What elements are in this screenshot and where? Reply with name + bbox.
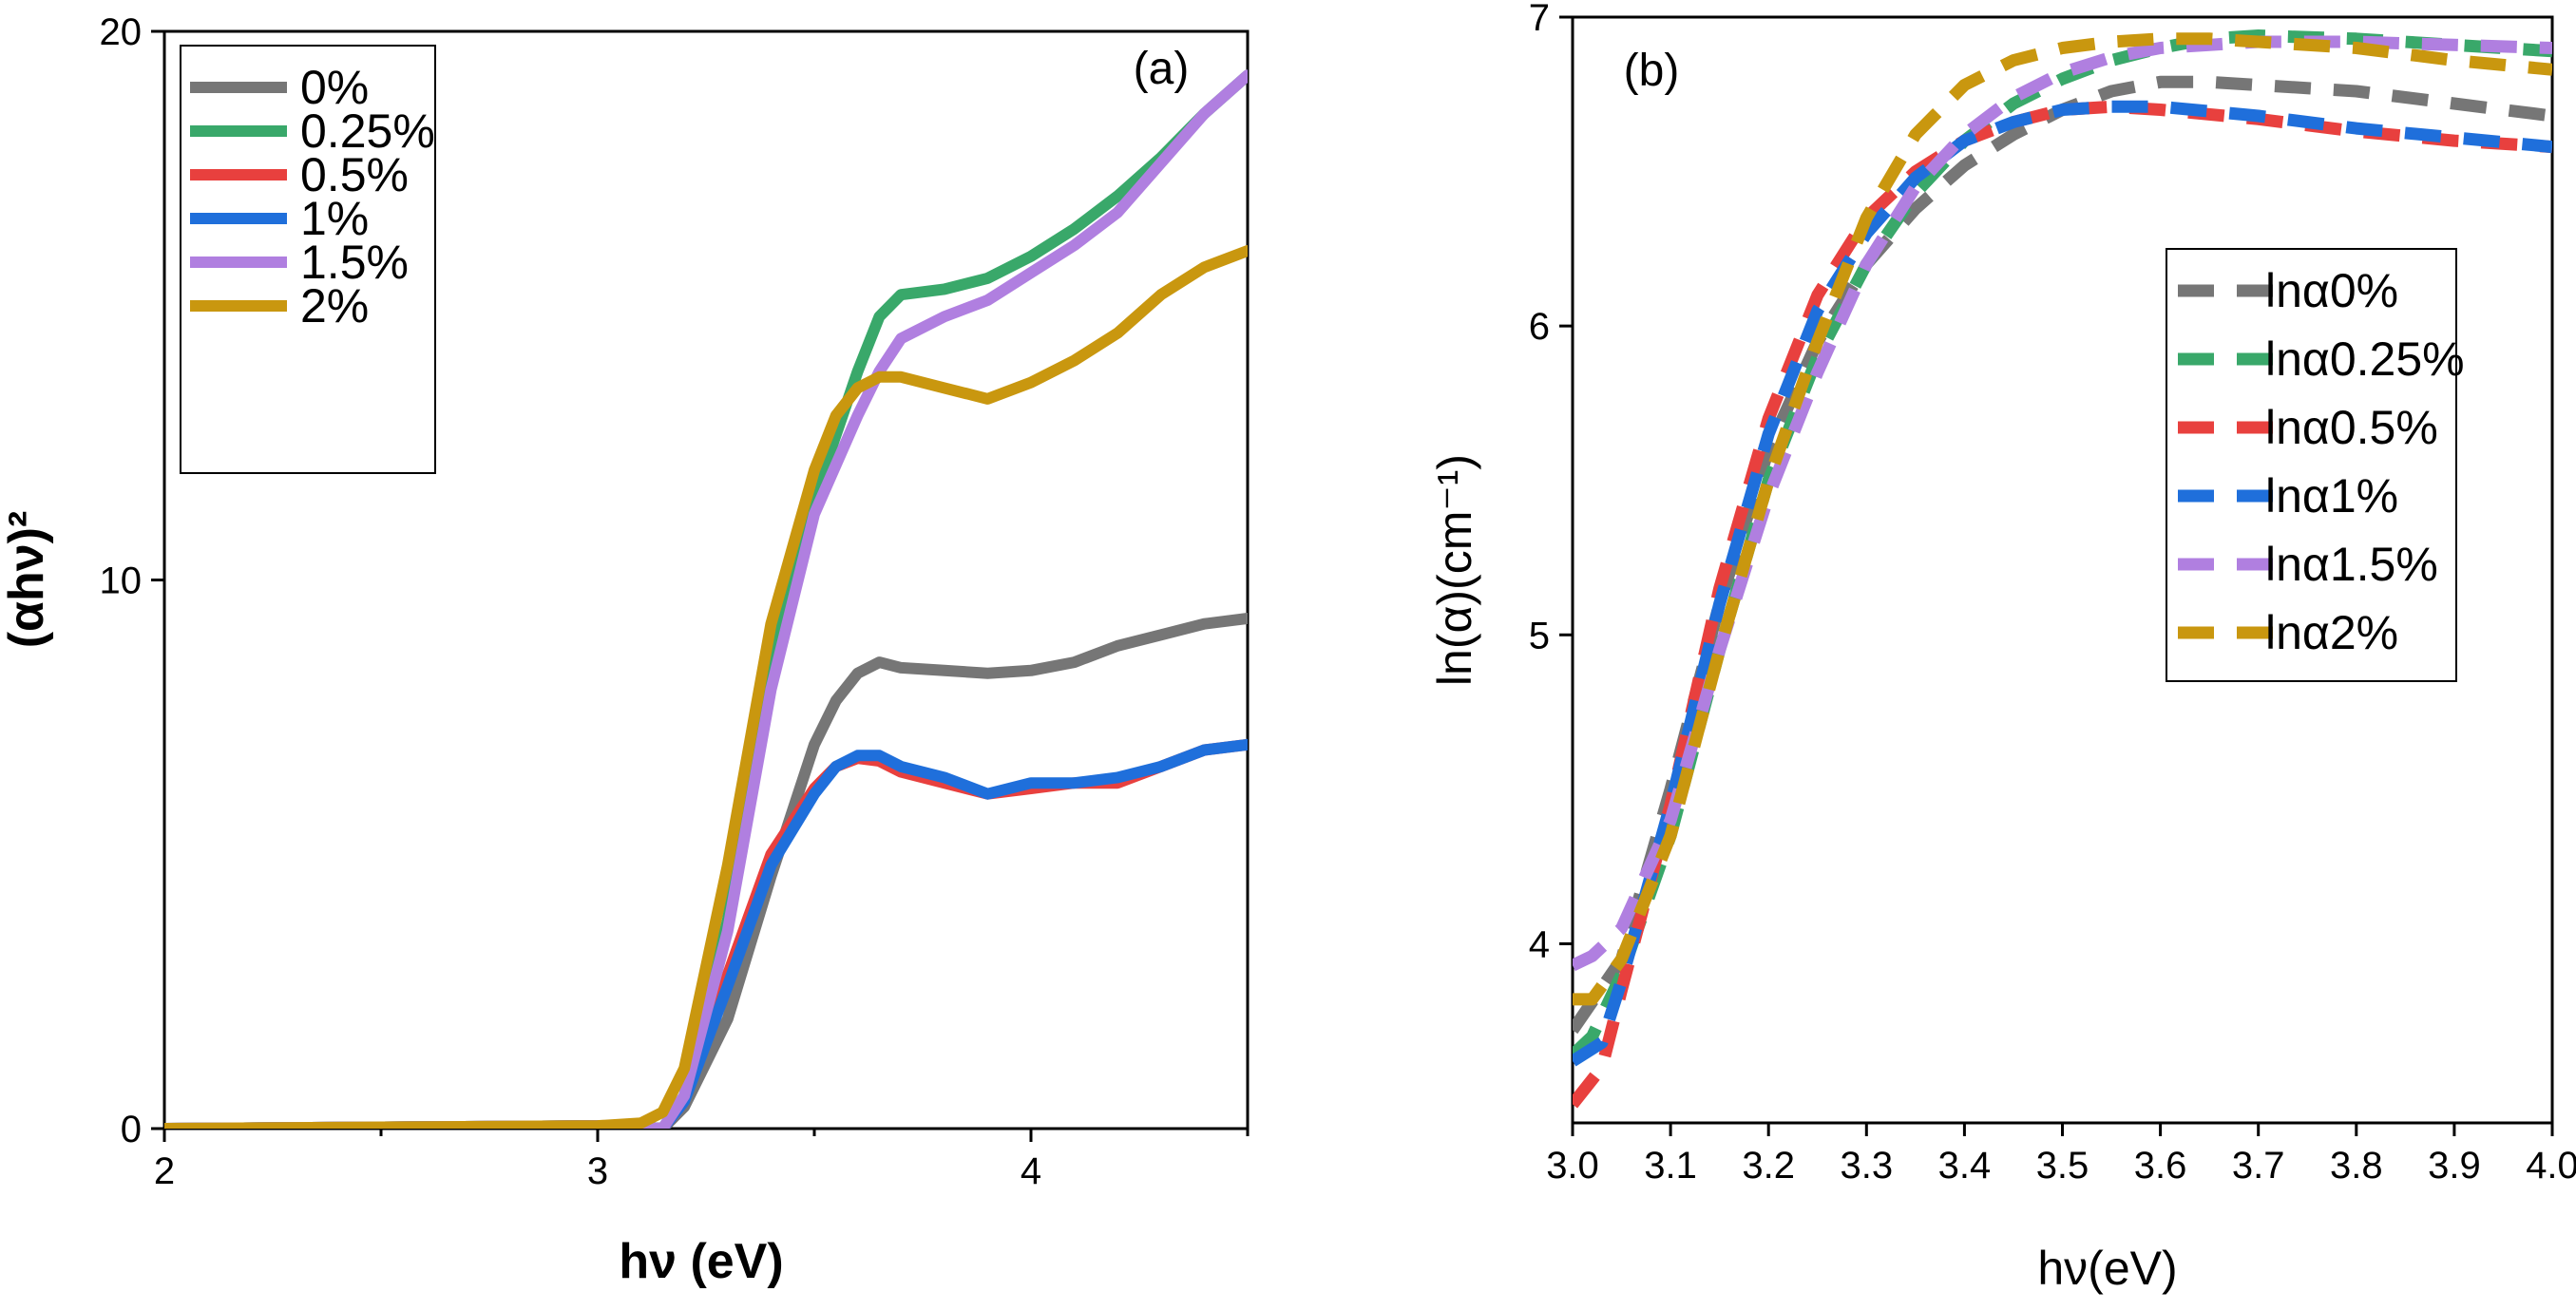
y-axis-title-b: ln(α)(cm⁻¹) [1428,454,1481,686]
y-tick-label: 7 [1529,0,1550,39]
axis-ticks-b: 3.0 3.1 3.2 3.3 3.4 3.5 3.6 3.7 3.8 3.9 4.0 4 5 6 7 [1529,0,2576,1187]
legend-label-1: 1% [300,192,369,245]
y-tick-label: 0 [121,1109,142,1150]
series-line-1-5 [164,69,1248,1129]
chart-panel-b: 3.0 3.1 3.2 3.3 3.4 3.5 3.6 3.7 3.8 3.9 4.0 4 5 6 7 (b… [1428,0,2576,1295]
y-tick-label: 10 [100,560,143,602]
x-tick-label: 3.0 [1546,1145,1599,1187]
legend-label-ln-0-5: lnα0.5% [2265,401,2438,454]
x-axis-title-b: hν(eV) [2037,1242,2177,1295]
legend-frame [2166,248,2457,682]
legend-label-0-5: 0.5% [300,148,409,201]
x-tick-label: 3.6 [2134,1145,2187,1187]
legend-b: lnα0% lnα0.25% lnα0.5% lnα1% lnα1.5% lnα2% [2166,248,2465,682]
series-line-ln-0-5 [1573,100,2552,1109]
x-tick-label: 4.0 [2526,1145,2576,1187]
legend-a: 0%0.25%0.5%1%1.5%2% [180,45,436,474]
axis-ticks-a: 2 3 4 0 10 20 [100,11,1250,1192]
panel-label-a: (a) [1134,44,1190,94]
y-tick-label: 5 [1529,615,1550,656]
y-tick-label: 20 [100,11,143,53]
x-tick-label: 2 [154,1150,175,1192]
series-group-b [1573,29,2552,1109]
legend-label-ln-1: lnα1% [2265,469,2398,522]
legend-label-2: 2% [300,279,369,332]
legend-label-ln-2: lnα2% [2265,606,2398,659]
x-tick-label: 3 [587,1150,608,1192]
y-tick-label: 4 [1529,923,1550,965]
legend-label-ln-0-25: lnα0.25% [2265,332,2465,386]
series-group-a [164,69,1248,1129]
series-line-ln-1 [1573,100,2552,1067]
x-tick-label: 3.4 [1938,1145,1992,1187]
legend-label-0-25: 0.25% [300,104,435,158]
legend-label-ln-1-5: lnα1.5% [2265,538,2438,591]
y-axis-title-a: (αhν)² [0,511,54,649]
y-tick-label: 6 [1529,306,1550,348]
legend-label-0: 0% [300,61,369,114]
x-tick-label: 3.8 [2330,1145,2383,1187]
x-tick-label: 3.5 [2036,1145,2089,1187]
series-line-2 [164,245,1248,1129]
x-axis-title-a: hν (eV) [619,1234,783,1289]
panel-label-b: (b) [1624,46,1680,96]
x-tick-label: 4 [1021,1150,1041,1192]
legend-label-ln-0: lnα0% [2265,264,2398,317]
x-tick-label: 3.7 [2232,1145,2285,1187]
x-tick-label: 3.2 [1742,1145,1795,1187]
legend-label-1-5: 1.5% [300,236,409,289]
x-tick-label: 3.9 [2428,1145,2481,1187]
x-tick-label: 3.1 [1644,1145,1697,1187]
x-tick-label: 3.3 [1840,1145,1893,1187]
series-line-ln-2 [1573,32,2552,1006]
